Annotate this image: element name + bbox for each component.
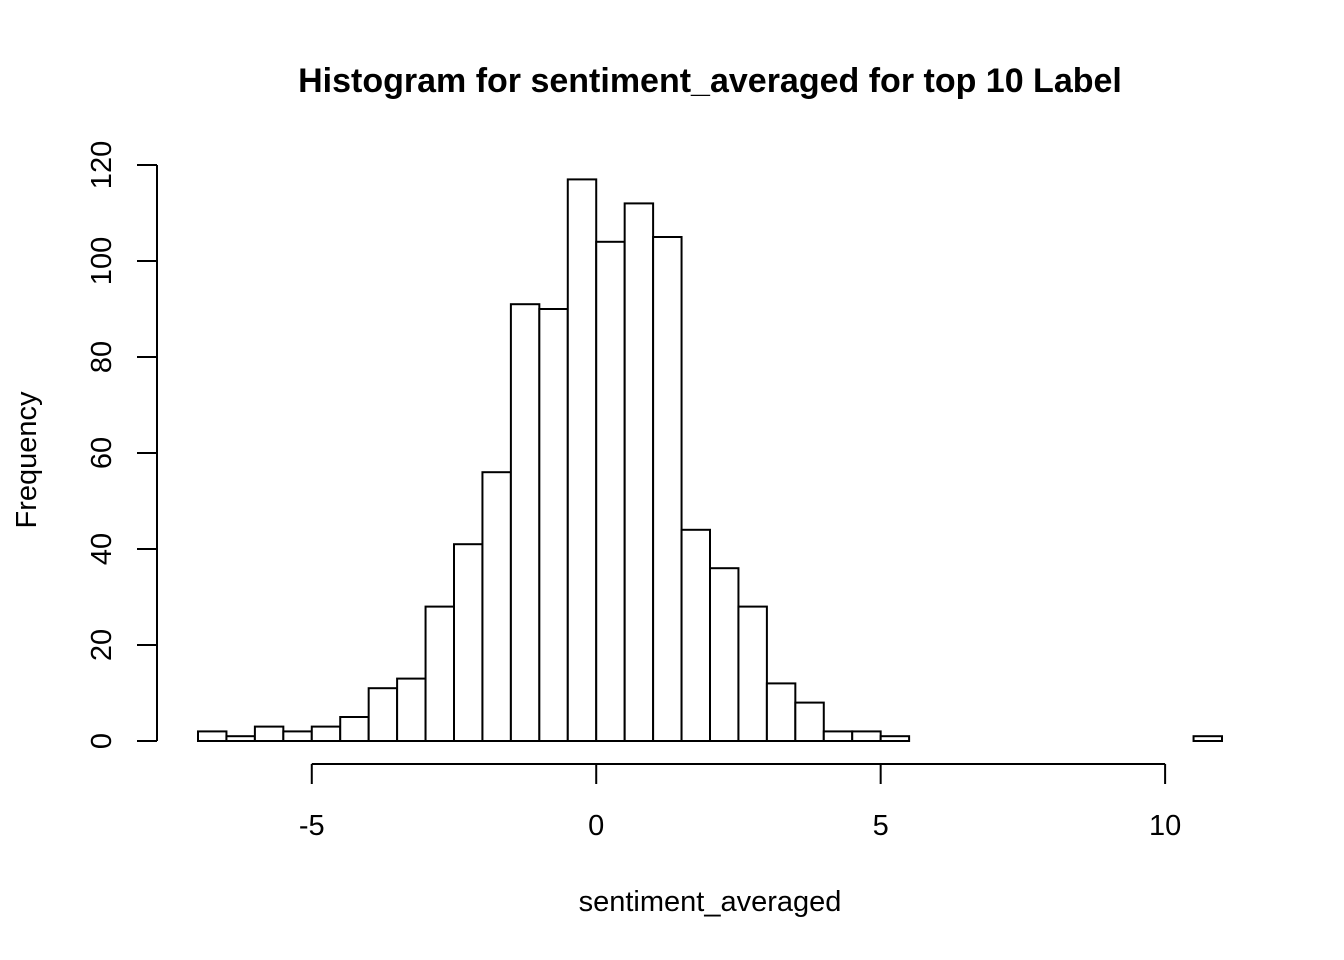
- histogram-bar: [566, 178, 598, 742]
- y-tick-label: 60: [86, 437, 118, 469]
- histogram-bar: [879, 735, 911, 743]
- histogram-bar: [1192, 735, 1223, 743]
- y-tick-label: 0: [86, 733, 118, 749]
- x-tick-label: -5: [299, 810, 325, 842]
- histogram-bar: [794, 701, 825, 742]
- histogram-bar: [765, 682, 797, 743]
- chart-title: Histogram for sentiment_averaged for top…: [298, 62, 1122, 100]
- y-tick-label: 120: [86, 141, 118, 189]
- histogram-bar: [225, 735, 256, 743]
- x-tick-label: 5: [873, 810, 889, 842]
- histogram-bar: [282, 730, 313, 743]
- y-axis-label: Frequency: [11, 391, 43, 529]
- histogram-bar: [737, 605, 768, 742]
- y-axis: 0 20 40 60 80 100 120: [86, 141, 158, 749]
- x-tick-label: 0: [588, 810, 604, 842]
- x-tick-label: 10: [1149, 810, 1181, 842]
- histogram-bar: [822, 730, 854, 743]
- histogram-bar: [851, 730, 882, 743]
- histogram-bar: [680, 528, 711, 742]
- histogram-bar: [310, 725, 342, 742]
- histogram-bar: [396, 677, 427, 742]
- y-tick-label: 40: [86, 533, 118, 565]
- histogram-bar: [509, 303, 541, 742]
- histogram-bar: [623, 202, 655, 742]
- histogram-bar: [424, 605, 455, 742]
- histogram-bar: [652, 236, 683, 742]
- histogram-bars: [197, 178, 1223, 743]
- x-axis-label: sentiment_averaged: [579, 886, 842, 918]
- histogram-bar: [339, 716, 370, 742]
- histogram-bar: [253, 725, 285, 742]
- x-axis: -5 0 5 10: [299, 763, 1181, 842]
- histogram-bar: [709, 567, 740, 743]
- histogram-bar: [367, 687, 399, 743]
- y-tick-label: 100: [86, 237, 118, 285]
- histogram-bar: [595, 240, 626, 743]
- histogram-bar: [197, 730, 228, 743]
- y-tick-label: 80: [86, 341, 118, 373]
- y-tick-label: 20: [86, 629, 118, 661]
- histogram-bar: [481, 471, 512, 742]
- histogram-bar: [453, 543, 484, 743]
- histogram-bar: [538, 308, 569, 742]
